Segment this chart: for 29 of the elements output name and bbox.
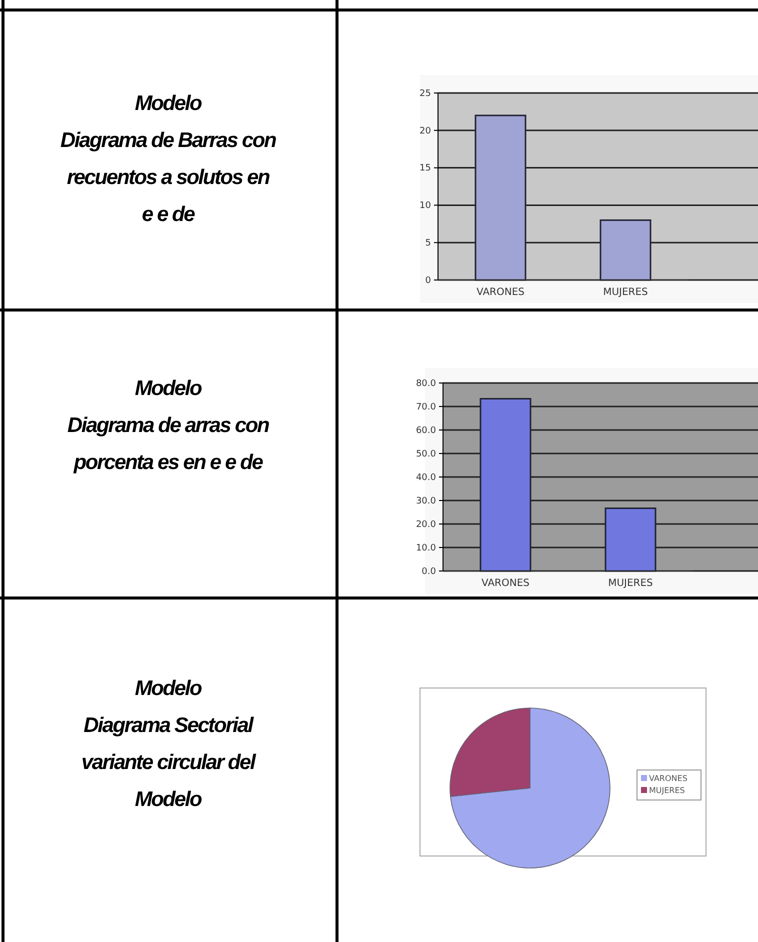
text: Diagrama de Barras con [60,129,276,152]
y-tick-label: 50.0 [416,449,436,460]
y-tick-label: 20 [420,126,432,136]
y-tick-label: 40.0 [416,472,436,483]
text: Diagrama Sectorial [84,714,255,737]
y-tick-label: 5 [425,238,431,248]
text: e e de [142,203,196,226]
y-tick-label: 0.0 [422,566,436,577]
y-tick-label: 70.0 [416,402,436,412]
pie-slice [450,708,610,868]
text: Modelo [134,92,203,115]
y-tick-label: 60.0 [416,426,436,436]
y-tick-label: 80.0 [416,378,436,389]
text: Diagrama de arras con [67,414,269,437]
y-tick-label: 30.0 [416,496,436,506]
y-tick-label: 0 [425,276,432,286]
text: Modelo [134,677,203,700]
y-tick-label: 25 [420,88,431,99]
y-tick-label: 20.0 [416,520,436,530]
legend-label: MUJERES [649,786,685,795]
text: recuentos a solutos en [66,166,270,189]
text: porcenta es en e e de [72,451,264,474]
y-tick-label: 15 [420,164,431,174]
legend-label: VARONES [649,774,688,783]
text: Modelo [134,788,203,811]
text: Modelo [134,377,203,400]
y-tick-label: 10.0 [416,543,436,554]
text: variante circular del [81,751,257,774]
y-tick-label: 10 [420,201,432,212]
